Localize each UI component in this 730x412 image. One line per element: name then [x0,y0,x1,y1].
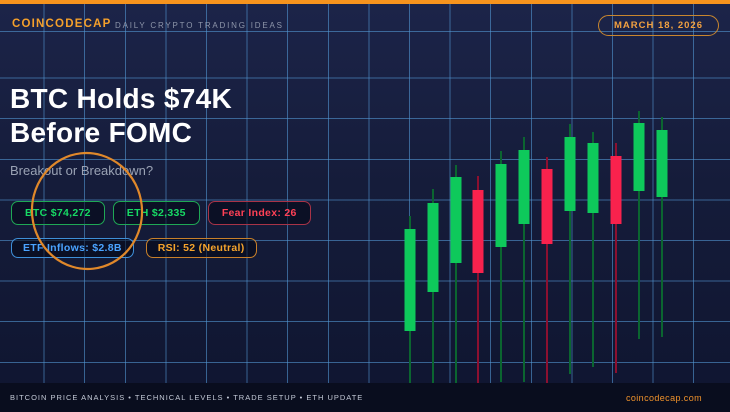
date-badge: MARCH 18, 2026 [598,15,719,36]
footer-site-url: coincodecap.com [625,392,702,403]
brand-tagline: DAILY CRYPTO TRADING IDEAS [115,21,284,30]
badge-btc-price: BTC $74,272 [11,201,105,225]
top-accent-bar [0,0,730,4]
title-line-1: BTC Holds $74K [10,83,233,114]
badge-fear-index: Fear Index: 26 [207,201,311,225]
stat-badges-row-1: BTC $74,272 ETH $2,335 Fear Index: 26 [11,201,311,225]
footer-topics: BITCOIN PRICE ANALYSIS • TECHNICAL LEVEL… [10,393,364,402]
footer-bar: BITCOIN PRICE ANALYSIS • TECHNICAL LEVEL… [0,383,730,412]
badge-etf-inflows: ETF Inflows: $2.8B [11,238,134,258]
brand-logo: COINCODECAP [12,18,112,30]
page-title: BTC Holds $74K Before FOMC [10,82,232,150]
stat-badges-row-2: ETF Inflows: $2.8B RSI: 52 (Neutral) [11,238,257,258]
badge-rsi: RSI: 52 (Neutral) [145,238,257,258]
title-line-2: Before FOMC [10,117,193,148]
subtitle: Breakout or Breakdown? [10,163,154,178]
badge-eth-price: ETH $2,335 [112,201,200,225]
